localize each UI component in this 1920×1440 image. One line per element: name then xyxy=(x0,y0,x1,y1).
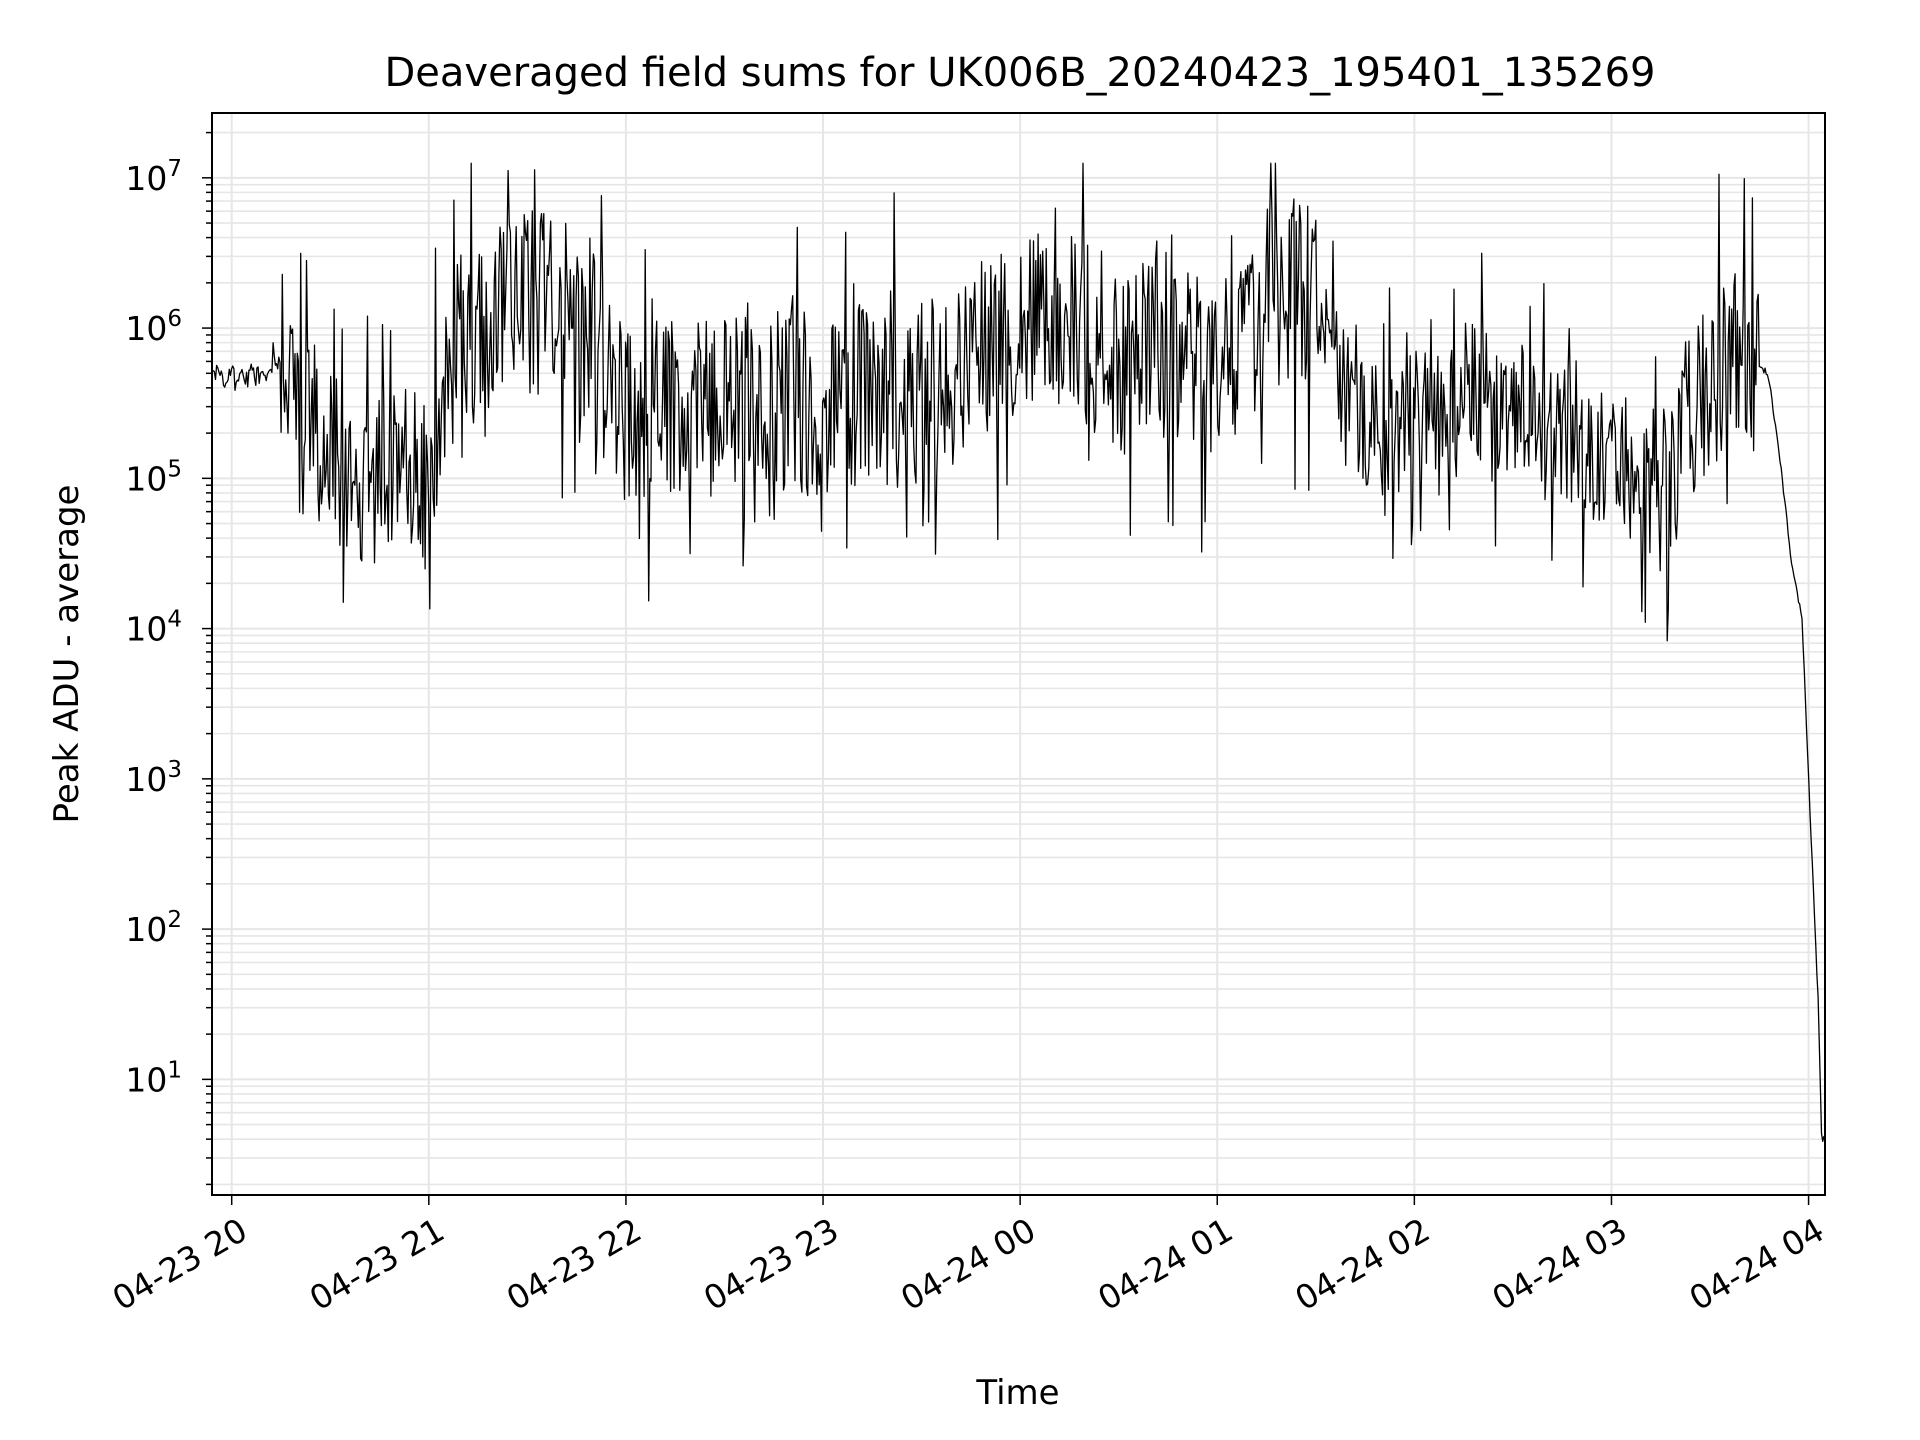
y-tick-label: 101 xyxy=(125,1057,182,1099)
y-tick-label: 103 xyxy=(125,757,182,799)
y-tick-label: 107 xyxy=(125,156,182,198)
y-tick-label: 105 xyxy=(125,456,182,498)
y-axis: 101 102 103 104 105 106 107 xyxy=(125,131,212,1186)
x-axis-label: Time xyxy=(975,1373,1059,1413)
plot-frame xyxy=(211,112,1826,1196)
series-line xyxy=(211,162,1826,1143)
y-tick-label: 102 xyxy=(125,907,182,949)
y-tick-label: 106 xyxy=(125,306,182,348)
chart-title: Deaveraged field sums for UK006B_2024042… xyxy=(385,50,1656,96)
y-axis-label: Peak ADU - average xyxy=(47,485,87,824)
y-tick-label: 104 xyxy=(125,607,182,649)
